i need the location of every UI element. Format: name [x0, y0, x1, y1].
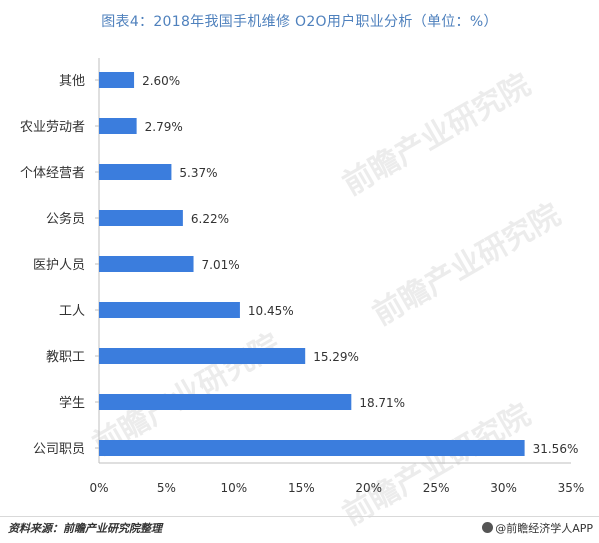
data-label: 15.29%	[313, 350, 359, 364]
footer: 资料来源：前瞻产业研究院整理 @前瞻经济学人APP	[0, 516, 599, 539]
data-label: 5.37%	[179, 166, 217, 180]
bar	[99, 440, 525, 456]
bar-chart: 其他 2.60% 农业劳动者 2.79% 个体经营者 5.37% 公务员 6.22% 医护人员 7…	[20, 58, 585, 495]
bar	[99, 302, 240, 318]
category-label: 公司职员	[33, 442, 85, 457]
bar	[99, 348, 306, 364]
category-label: 其他	[59, 74, 85, 89]
brand-label: @前瞻经济学人APP	[495, 522, 593, 535]
x-tick-label: 20%	[355, 481, 382, 495]
source-note: 资料来源：前瞻产业研究院整理	[8, 522, 162, 535]
data-label: 31.56%	[533, 442, 579, 456]
bar	[99, 72, 135, 88]
category-label: 学生	[59, 395, 85, 411]
x-tick-label: 0%	[89, 481, 108, 495]
x-tick-label: 10%	[221, 481, 248, 495]
x-tick-label: 25%	[423, 481, 450, 495]
data-label: 6.22%	[191, 212, 229, 226]
chart-title: 图表4：2018年我国手机维修 O2O用户职业分析（单位：%）	[101, 14, 498, 30]
data-label: 2.79%	[145, 120, 183, 134]
x-tick-label: 30%	[490, 481, 517, 495]
x-tick-label: 5%	[157, 481, 176, 495]
category-label: 公务员	[46, 211, 85, 227]
category-label: 工人	[59, 304, 85, 319]
bar	[99, 210, 183, 226]
category-label: 个体经营者	[20, 166, 85, 181]
data-label: 2.60%	[142, 74, 180, 88]
data-label: 10.45%	[248, 304, 294, 318]
category-label: 农业劳动者	[20, 119, 85, 135]
bar	[99, 394, 352, 410]
bar	[99, 256, 194, 272]
brand-logo-icon	[482, 522, 494, 533]
category-label: 医护人员	[33, 258, 85, 273]
bar	[99, 118, 137, 134]
brand-credit: @前瞻经济学人APP	[482, 520, 593, 536]
x-tick-label: 35%	[558, 481, 585, 495]
x-tick-label: 15%	[288, 481, 315, 495]
category-label: 教职工	[46, 349, 85, 365]
data-label: 7.01%	[202, 258, 240, 272]
bar	[99, 164, 172, 180]
data-label: 18.71%	[359, 396, 405, 410]
